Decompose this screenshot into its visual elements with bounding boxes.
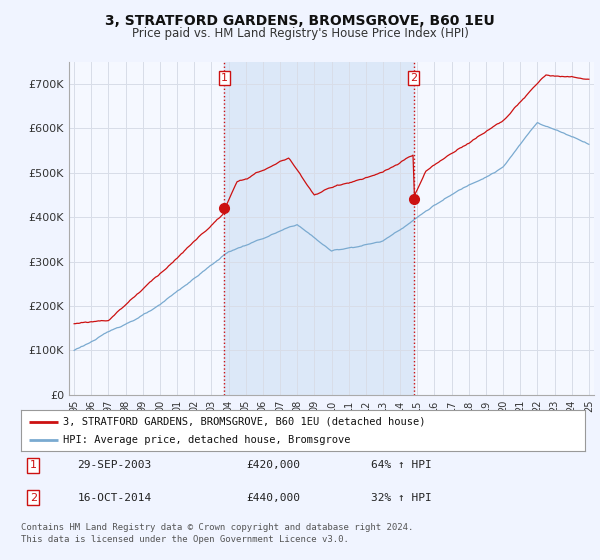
Text: 1: 1 [30, 460, 37, 470]
Text: This data is licensed under the Open Government Licence v3.0.: This data is licensed under the Open Gov… [21, 534, 349, 544]
Text: HPI: Average price, detached house, Bromsgrove: HPI: Average price, detached house, Brom… [64, 435, 351, 445]
Text: 29-SEP-2003: 29-SEP-2003 [77, 460, 152, 470]
Bar [224, 62, 413, 395]
Text: 32% ↑ HPI: 32% ↑ HPI [371, 493, 431, 503]
Text: 2: 2 [410, 73, 417, 83]
Text: 3, STRATFORD GARDENS, BROMSGROVE, B60 1EU: 3, STRATFORD GARDENS, BROMSGROVE, B60 1E… [105, 14, 495, 28]
Text: 64% ↑ HPI: 64% ↑ HPI [371, 460, 431, 470]
Text: 1: 1 [221, 73, 228, 83]
Text: 16-OCT-2014: 16-OCT-2014 [77, 493, 152, 503]
Text: £420,000: £420,000 [247, 460, 301, 470]
Text: 2: 2 [30, 493, 37, 503]
Text: 3, STRATFORD GARDENS, BROMSGROVE, B60 1EU (detached house): 3, STRATFORD GARDENS, BROMSGROVE, B60 1E… [64, 417, 426, 427]
Text: Contains HM Land Registry data © Crown copyright and database right 2024.: Contains HM Land Registry data © Crown c… [21, 523, 413, 533]
Text: £440,000: £440,000 [247, 493, 301, 503]
Text: Price paid vs. HM Land Registry's House Price Index (HPI): Price paid vs. HM Land Registry's House … [131, 27, 469, 40]
